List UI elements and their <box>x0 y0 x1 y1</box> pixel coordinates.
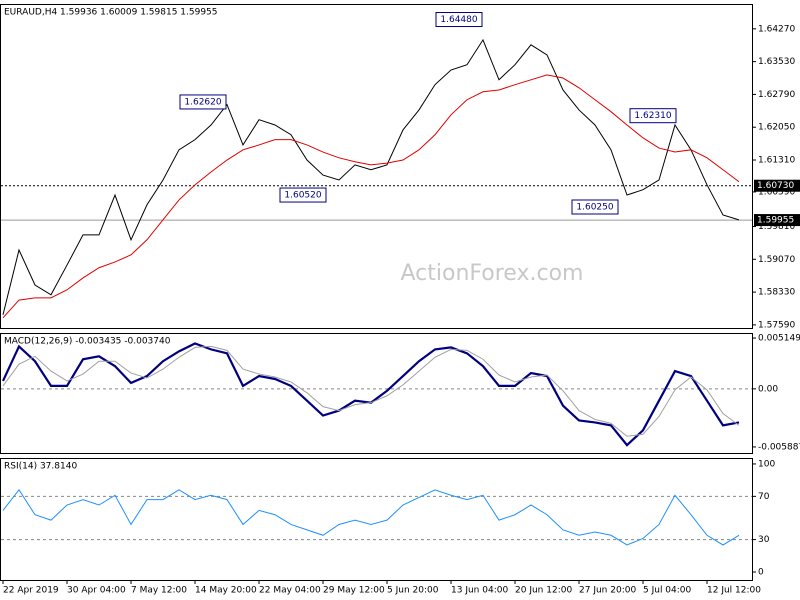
y-tick-label: 100 <box>758 459 775 469</box>
y-tick-label: -0.005887 <box>758 442 800 452</box>
annotation-label: 1.64480 <box>440 15 477 25</box>
y-tick-label: 0 <box>758 568 764 578</box>
y-tick-label: 1.58330 <box>758 288 795 298</box>
annotation-box <box>629 108 677 124</box>
panel-border <box>0 4 753 329</box>
annotation-box <box>179 94 227 110</box>
price-label: 1.60730 <box>757 181 794 191</box>
y-tick-label: 1.60590 <box>758 187 795 197</box>
series-line <box>2 74 740 319</box>
panel-title: EURAUD,H4 1.59936 1.60009 1.59815 1.5995… <box>4 8 218 18</box>
panel-title: RSI(14) 37.8140 <box>4 462 77 472</box>
annotation-label: 1.62310 <box>634 111 671 121</box>
annotation-box <box>279 187 327 203</box>
x-tick-label: 29 May 12:00 <box>323 586 385 596</box>
annotation-label: 1.62620 <box>184 97 221 107</box>
price-label: 1.59955 <box>757 216 794 226</box>
series-line <box>2 345 740 437</box>
panel-border <box>0 458 753 581</box>
x-tick-label: 20 Jun 12:00 <box>515 586 572 596</box>
panel-border <box>0 333 753 454</box>
y-tick-label: 1.62790 <box>758 90 795 100</box>
x-tick-label: 12 Jul 12:00 <box>707 586 761 596</box>
annotation-box <box>435 12 483 28</box>
y-tick-label: 70 <box>758 492 770 502</box>
x-tick-label: 5 Jul 04:00 <box>643 586 692 596</box>
y-tick-label: 1.59810 <box>758 222 795 232</box>
x-tick-label: 27 Jun 20:00 <box>579 586 636 596</box>
series-line <box>2 342 740 447</box>
y-tick-label: 1.57590 <box>758 320 795 330</box>
x-tick-label: 14 May 20:00 <box>195 586 257 596</box>
x-tick-label: 7 May 12:00 <box>131 586 187 596</box>
y-tick-label: 1.63530 <box>758 57 795 67</box>
series-line <box>2 38 740 315</box>
series-line <box>2 489 740 546</box>
x-tick-label: 13 Jun 04:00 <box>451 586 508 596</box>
watermark: ActionForex.com <box>401 261 584 286</box>
annotation-label: 1.60250 <box>576 202 613 212</box>
y-tick-label: 1.61310 <box>758 156 795 166</box>
panel-title: MACD(12,26,9) -0.003435 -0.003740 <box>4 337 171 347</box>
y-tick-label: 0.00 <box>758 384 778 394</box>
y-tick-label: 30 <box>758 535 770 545</box>
y-tick-label: 1.62050 <box>758 123 795 133</box>
x-tick-label: 22 May 04:00 <box>259 586 321 596</box>
annotation-label: 1.60520 <box>284 191 321 201</box>
y-tick-label: 0.005149 <box>758 334 800 344</box>
price-box <box>754 214 800 227</box>
annotation-box <box>571 199 619 215</box>
price-box <box>754 179 800 192</box>
x-tick-label: 30 Apr 04:00 <box>67 586 126 596</box>
y-tick-label: 1.59070 <box>758 255 795 265</box>
x-tick-label: 22 Apr 2019 <box>3 586 59 596</box>
x-tick-label: 5 Jun 20:00 <box>387 586 439 596</box>
y-tick-label: 1.64270 <box>758 24 795 34</box>
